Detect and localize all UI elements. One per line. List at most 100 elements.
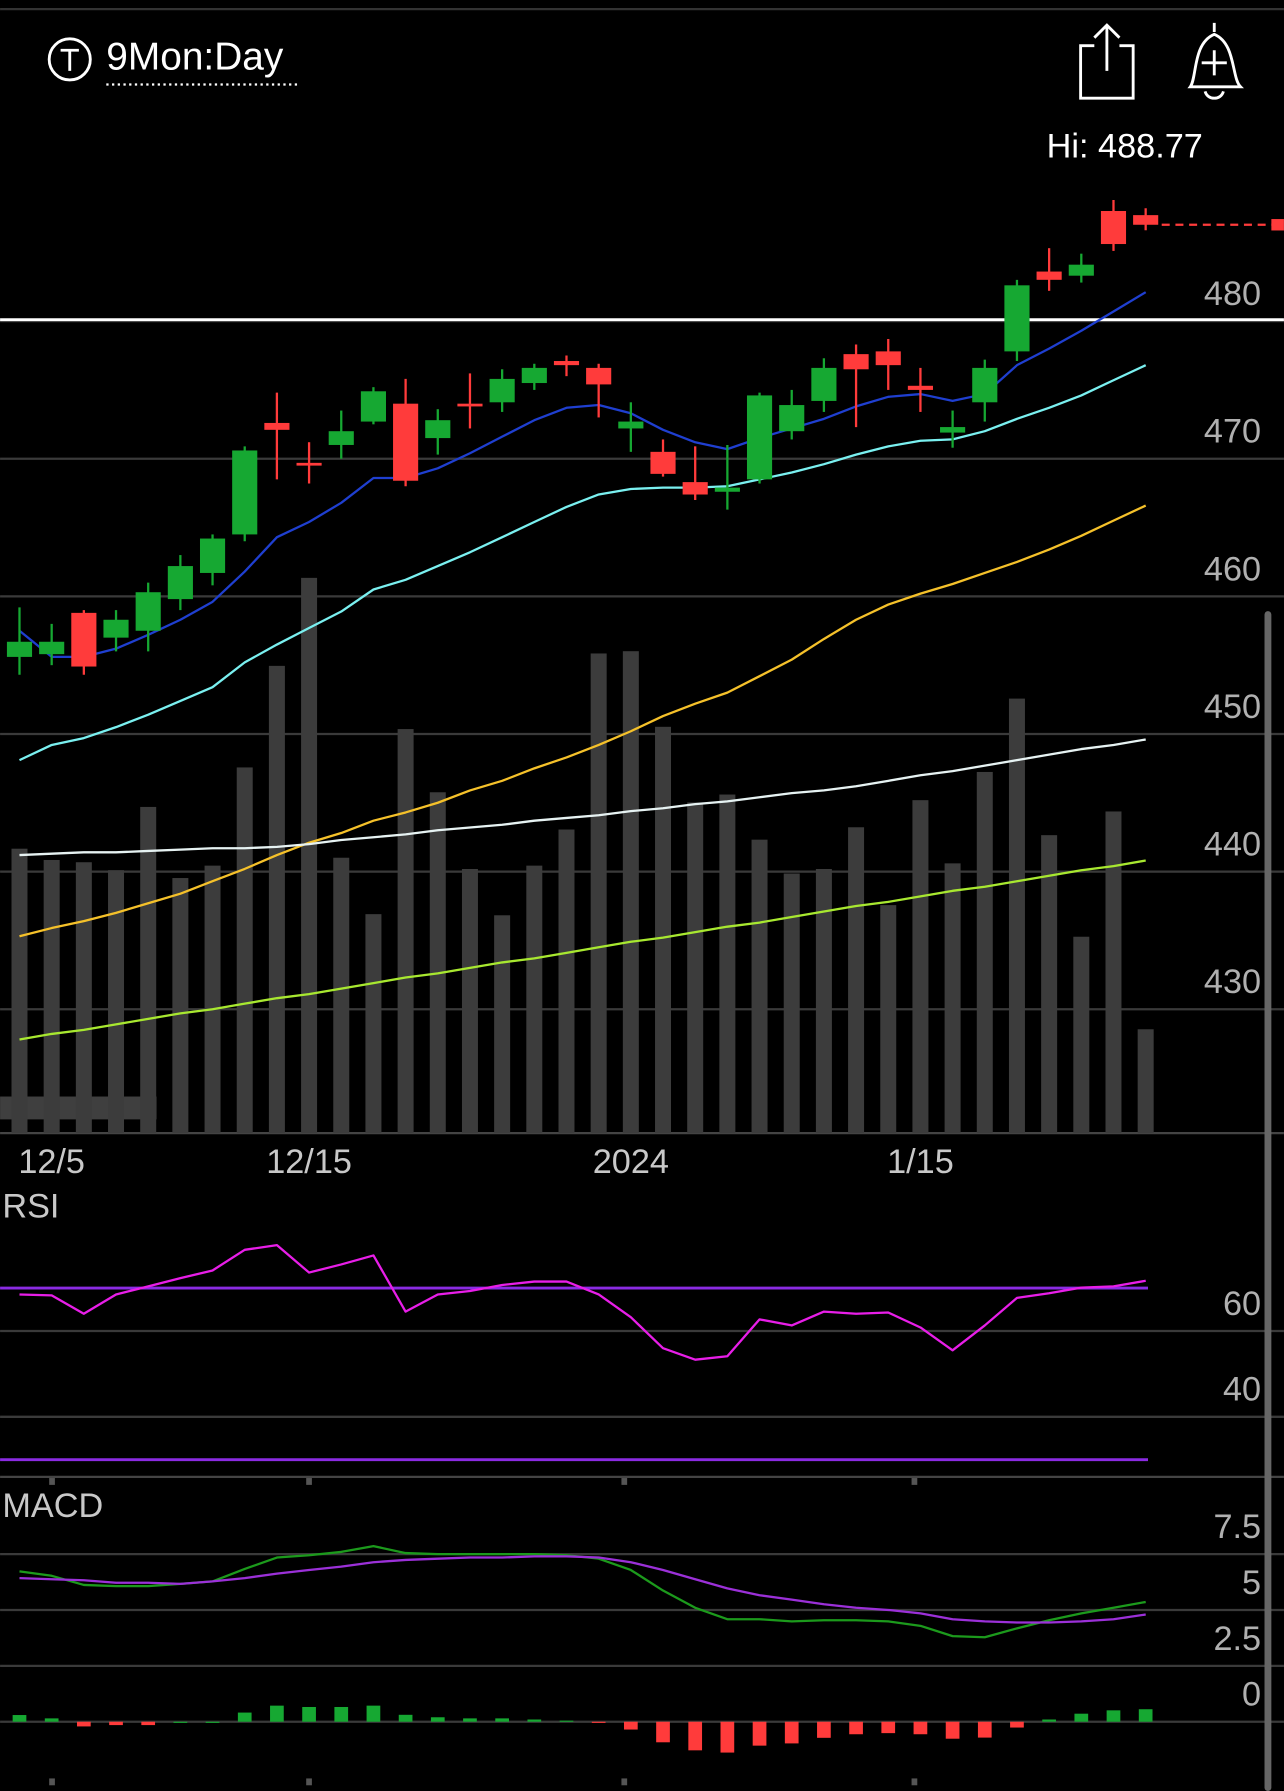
candle-body — [811, 367, 837, 401]
candle-body — [1068, 264, 1094, 276]
candle-body — [779, 405, 805, 432]
macd-line — [19, 1555, 1146, 1624]
tick-mark — [306, 1778, 312, 1786]
histogram-bar — [44, 1718, 59, 1722]
volume-bar — [1073, 936, 1090, 1134]
rsi-line — [19, 1243, 1146, 1361]
symbol-button[interactable]: 9Mon:Day — [47, 36, 300, 86]
candle-body — [103, 619, 129, 638]
volume-bar — [976, 771, 993, 1134]
tick-mark — [306, 1478, 312, 1485]
volume-bar — [268, 665, 285, 1134]
tick-mark — [49, 1478, 55, 1485]
moving-average-line — [18, 291, 1147, 659]
histogram-bar — [334, 1706, 349, 1722]
tick-mark — [621, 1778, 628, 1786]
moving-average-line — [19, 364, 1147, 762]
histogram-bar — [688, 1721, 703, 1751]
histogram-bar — [1010, 1721, 1024, 1728]
volume-bar — [43, 859, 60, 1134]
volume-bar — [1041, 835, 1058, 1134]
histogram-bar — [913, 1721, 928, 1735]
y-tick-label: 60 — [1223, 1285, 1261, 1323]
candle-body — [6, 641, 33, 657]
last-price-marker — [1271, 219, 1284, 231]
candle-body — [586, 367, 612, 385]
candle-body — [682, 482, 708, 495]
volume-bar — [687, 802, 704, 1134]
candle-body — [328, 431, 354, 445]
share-icon — [1079, 23, 1135, 100]
panel-title: RSI — [2, 1188, 59, 1226]
histogram-bar — [12, 1715, 27, 1722]
histogram-bar — [141, 1721, 156, 1726]
scrollbar[interactable] — [1264, 611, 1272, 1791]
volume-bar — [622, 651, 639, 1134]
candle-body — [71, 612, 97, 667]
y-tick-label: 0 — [1242, 1676, 1261, 1714]
histogram-bar — [463, 1718, 477, 1722]
candle-body — [1036, 271, 1062, 280]
tick-mark — [911, 1478, 918, 1485]
moving-average-line — [19, 859, 1146, 1041]
histogram-bar — [430, 1717, 445, 1722]
candle-body — [1004, 285, 1030, 352]
y-tick-label: 470 — [1204, 413, 1261, 451]
volume-bar — [783, 873, 800, 1134]
tick-mark — [49, 1778, 55, 1786]
histogram-bar — [945, 1721, 960, 1739]
histogram-bar — [173, 1721, 188, 1723]
candle-body — [875, 351, 901, 366]
alert-button[interactable] — [1187, 22, 1244, 100]
histogram-bar — [366, 1705, 381, 1722]
volume-bar — [11, 848, 28, 1134]
volume-bar — [1008, 698, 1025, 1134]
volume-bar — [333, 857, 350, 1134]
candle-body — [296, 462, 322, 466]
histogram-bar — [398, 1714, 413, 1722]
alert-icon — [1187, 22, 1244, 100]
candle-body — [746, 395, 773, 480]
candle-body — [1133, 215, 1159, 225]
y-tick-label: 7.5 — [1213, 1508, 1261, 1546]
candle-body — [425, 420, 451, 439]
volume-bar — [558, 829, 575, 1134]
x-tick-label: 12/5 — [18, 1143, 85, 1181]
y-tick-label: 440 — [1204, 826, 1261, 864]
histogram-bar — [237, 1712, 252, 1722]
histogram-bar — [76, 1721, 91, 1727]
volume-bar — [751, 839, 768, 1134]
candle-body — [650, 451, 676, 474]
x-tick-label: 2024 — [593, 1143, 669, 1181]
x-tick-label: 12/15 — [266, 1143, 352, 1181]
volume-bar — [140, 806, 157, 1134]
candle-body — [264, 422, 290, 430]
volume-bar — [461, 869, 478, 1134]
y-tick-label: 450 — [1204, 688, 1261, 726]
share-button[interactable] — [1079, 23, 1135, 100]
symbol-name: 9Mon:Day — [106, 36, 284, 79]
histogram-bar — [784, 1721, 799, 1744]
symbol-icon — [47, 37, 92, 82]
moving-average-line — [19, 504, 1147, 938]
volume-bar — [365, 914, 382, 1134]
candle-body — [167, 566, 193, 600]
histogram-bar — [720, 1721, 735, 1753]
tick-mark — [621, 1478, 628, 1485]
y-tick-label: 480 — [1204, 275, 1261, 313]
panel-title: MACD — [2, 1487, 103, 1525]
volume-bar — [301, 577, 318, 1134]
volume-bar — [526, 865, 543, 1134]
histogram-bar — [527, 1719, 542, 1722]
y-tick-label: 2.5 — [1213, 1620, 1261, 1658]
histogram-bar — [109, 1721, 123, 1726]
candle-body — [489, 378, 515, 403]
symbol-icon-glyph — [60, 48, 79, 71]
candle-body — [972, 367, 998, 403]
candle-body — [843, 354, 869, 370]
candle-body — [1100, 211, 1127, 245]
volume-bar — [912, 800, 929, 1134]
histogram-bar — [977, 1721, 992, 1738]
histogram-bar — [1106, 1710, 1121, 1722]
histogram-bar — [881, 1721, 896, 1734]
